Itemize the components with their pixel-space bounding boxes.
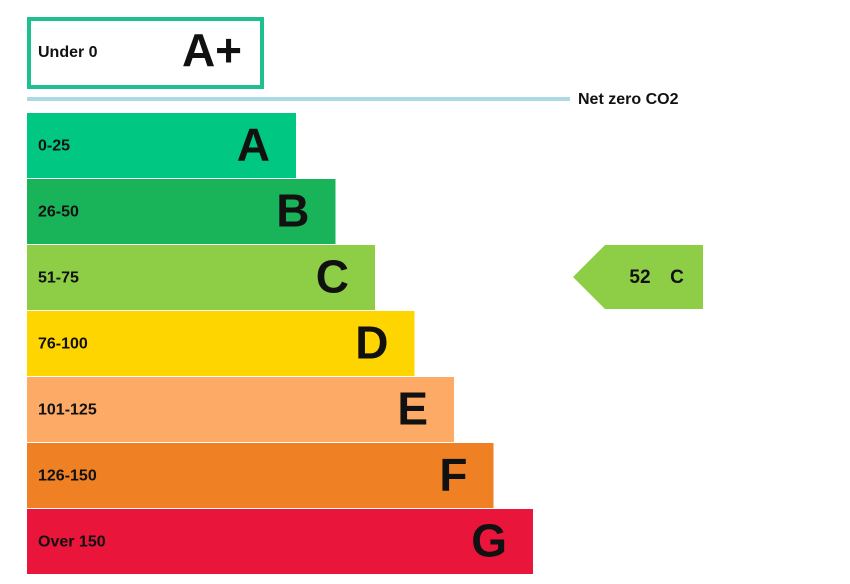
band-bar [27,443,494,508]
top-band-range: Under 0 [38,44,98,61]
band-bar [27,245,375,310]
band-range: 0-25 [38,138,70,155]
band-bar [27,509,533,574]
current-rating: C [670,267,684,288]
band-bar [27,311,415,376]
net-zero-label: Net zero CO2 [578,91,679,108]
band-bar [27,377,454,442]
top-band-rating: A+ [182,24,242,76]
band-rating: G [471,515,507,567]
band-rating: F [439,449,467,501]
band-rating: A [237,119,270,171]
current-rating-arrow [573,245,703,309]
top-band-box [27,17,264,89]
band-rating: B [276,185,309,237]
band-range: Over 150 [38,534,106,551]
band-bar [27,179,336,244]
band-rating: D [355,317,388,369]
band-range: 51-75 [38,270,79,287]
band-rating: C [316,251,349,303]
band-range: 126-150 [38,468,97,485]
current-score: 52 [629,267,650,288]
band-range: 76-100 [38,336,88,353]
band-rating: E [397,383,428,435]
band-range: 101-125 [38,402,97,419]
band-range: 26-50 [38,204,79,221]
band-bar [27,113,296,178]
